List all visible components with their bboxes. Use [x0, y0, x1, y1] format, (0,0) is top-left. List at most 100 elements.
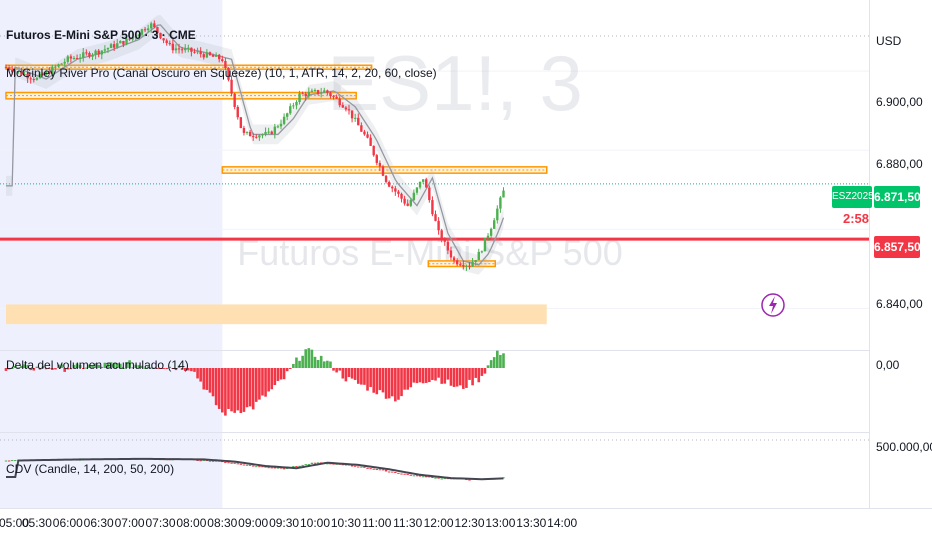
candle-body	[171, 43, 175, 51]
delta-bar	[329, 361, 332, 368]
candle-body	[459, 264, 462, 266]
candle-body	[97, 50, 100, 55]
cdv-candle	[279, 467, 283, 469]
time-axis-label: 12:00	[423, 516, 454, 530]
indicator-legend-cdv[interactable]: CDV (Candle, 14, 200, 50, 200)	[6, 462, 175, 476]
cdv-series[interactable]	[4, 457, 505, 481]
delta-bar	[239, 368, 243, 413]
delta-bar	[221, 368, 224, 413]
delta-bar	[51, 368, 54, 370]
candle-body	[338, 98, 341, 106]
delta-bar	[301, 355, 304, 368]
candle-body	[150, 23, 153, 29]
candle-body	[323, 90, 326, 93]
candle-body	[165, 40, 168, 44]
candle-body	[468, 265, 471, 267]
delta-bar	[32, 368, 36, 371]
cdv-candle	[418, 475, 422, 477]
cdv-candle	[403, 473, 406, 475]
candle-body	[440, 230, 443, 241]
indicator-legend-delta[interactable]: Delta del volumen acumulado (14)	[6, 358, 189, 372]
delta-bar	[236, 368, 240, 411]
delta-bar	[477, 368, 481, 383]
candle-body	[258, 135, 261, 138]
candle-body	[245, 131, 249, 133]
cdv-candle	[14, 460, 17, 462]
delta-bar	[230, 368, 233, 412]
candle-body	[134, 36, 137, 38]
cdv-candle	[301, 464, 304, 466]
candle-body	[66, 56, 69, 62]
cdv-candle	[440, 478, 443, 480]
candle-body	[332, 96, 335, 98]
delta-bar	[258, 368, 261, 400]
candle-body	[236, 106, 239, 118]
cdv-candle	[298, 465, 301, 467]
currency-label[interactable]: USD	[876, 34, 902, 48]
delta-bar	[471, 368, 474, 386]
delta-bar	[168, 366, 172, 368]
cdv-candle	[369, 468, 372, 470]
delta-volume-histogram[interactable]	[4, 348, 505, 416]
delta-bar	[288, 368, 292, 369]
candle-body	[156, 27, 159, 33]
time-axis-label: 13:30	[516, 516, 547, 530]
candle-body	[26, 73, 29, 79]
indicator-legend-mcginley[interactable]: McGinley River Pro (Canal Oscuro en Sque…	[6, 66, 437, 80]
candle-body	[122, 41, 125, 45]
candle-body	[313, 90, 317, 92]
cdv-candle	[357, 466, 360, 468]
delta-bar	[17, 367, 20, 369]
cdv-candle	[295, 466, 298, 468]
delta-bar	[54, 368, 57, 370]
candle-body	[112, 44, 116, 48]
time-axis-label: 09:30	[269, 516, 300, 530]
cdv-candle	[270, 467, 273, 469]
candle-body	[292, 105, 295, 107]
lightning-icon[interactable]	[761, 293, 785, 317]
time-axis-label: 11:00	[362, 516, 392, 530]
supply-demand-zones[interactable]	[0, 64, 869, 325]
candle-body	[412, 192, 416, 201]
delta-bar	[480, 368, 484, 376]
delta-bar	[397, 368, 400, 400]
candle-body	[146, 28, 150, 31]
delta-bar	[214, 368, 218, 406]
red-line-price-tag[interactable]: 6.857,50	[874, 236, 921, 258]
delta-bar	[415, 368, 419, 384]
cdv-candle	[412, 475, 416, 477]
candle-body	[316, 90, 320, 94]
cdv-candle	[468, 479, 471, 481]
price-candles[interactable]	[4, 20, 505, 271]
delta-bar	[273, 368, 277, 386]
candle-body	[270, 131, 273, 134]
delta-bar	[13, 365, 17, 368]
delta-bar	[489, 360, 493, 368]
delta-bar	[81, 368, 85, 369]
delta-bar	[332, 368, 335, 371]
candle-body	[363, 131, 366, 135]
candle-body	[486, 235, 490, 239]
last-price-tag[interactable]: 6.871,50	[874, 186, 921, 208]
delta-bar	[496, 350, 499, 368]
cdv-candle	[397, 472, 400, 474]
cdv-candle	[375, 469, 378, 471]
delta-bar	[267, 368, 270, 392]
candle-body	[465, 265, 468, 267]
cdv-candle	[261, 466, 264, 468]
price-axis-label-6840: 6.840,00	[876, 297, 923, 311]
watermark-symbol: ES1!, 3	[327, 39, 583, 127]
candle-body	[434, 214, 437, 221]
delta-bar	[452, 368, 456, 387]
candle-body	[409, 200, 412, 206]
contract-tag: ESZ2025	[832, 186, 874, 208]
candle-body	[85, 52, 88, 54]
delta-bar	[282, 368, 286, 380]
symbol-title[interactable]: Futuros E-Mini S&P 500 · 3 · CME	[6, 28, 196, 42]
candle-body	[54, 66, 57, 68]
cdv-candle	[199, 460, 202, 462]
cdv-candle	[387, 471, 391, 473]
delta-bar	[187, 368, 190, 371]
